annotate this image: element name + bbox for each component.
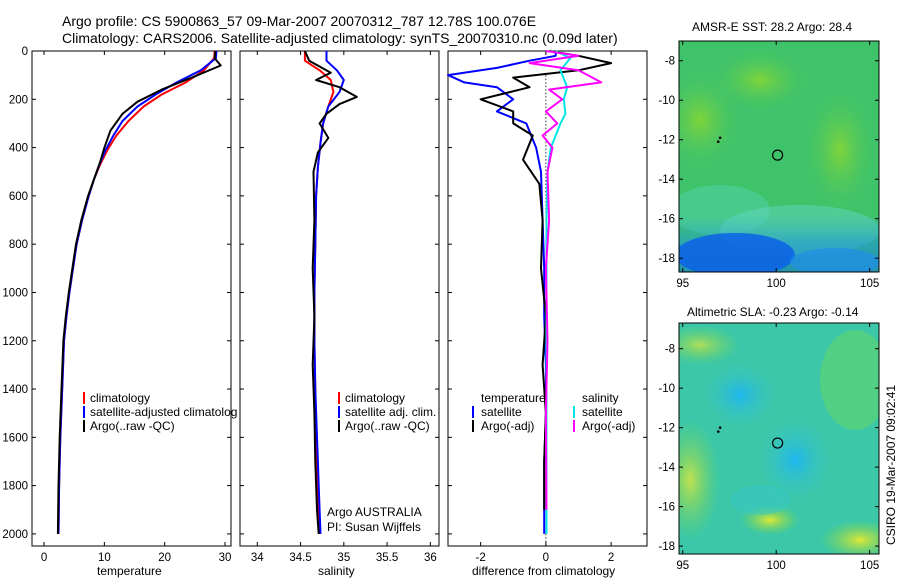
map-x-tick-label: 100 xyxy=(767,560,786,572)
sla-map-frame xyxy=(678,322,880,555)
salinity-series-line xyxy=(303,50,358,534)
x-tick-label: 0 xyxy=(41,552,47,564)
difference-series-line xyxy=(545,50,572,534)
legend-label-satellite: satellite adj. clim. xyxy=(345,405,436,419)
x-tick-label: 34 xyxy=(251,552,264,564)
y-tick-label: 400 xyxy=(9,143,28,155)
map-x-tick-label: 100 xyxy=(767,278,786,290)
sst-map-field xyxy=(679,41,879,272)
map-y-tick-label: -18 xyxy=(658,541,675,553)
difference-series-line xyxy=(528,50,603,510)
salinity-legend: climatology satellite adj. clim. Argo(..… xyxy=(338,391,436,433)
profile-location-marker xyxy=(772,149,784,161)
y-tick-label: 600 xyxy=(9,191,28,203)
map-y-tick-label: -10 xyxy=(658,383,675,395)
pi-credit: PI: Susan Wijffels xyxy=(327,520,421,534)
map-y-tick-label: -16 xyxy=(658,502,675,514)
x-tick-label: 34.5 xyxy=(289,552,311,564)
track-point xyxy=(716,430,720,433)
x-tick-label: 0 xyxy=(543,552,549,564)
temperature-series-line xyxy=(57,50,218,534)
legend-label-sal-satellite: satellite xyxy=(582,405,623,419)
y-tick-label: 1800 xyxy=(2,481,28,493)
x-tick-label: 36 xyxy=(424,552,437,564)
salinity-axis-ticks: 34 34.5 35 35.5 36 xyxy=(240,50,439,564)
temperature-series-line xyxy=(57,50,216,534)
legend-label-sal-argo: Argo(-adj) xyxy=(582,419,635,433)
legend-header-temperature: temperature xyxy=(481,391,546,405)
x-tick-label: 20 xyxy=(158,552,171,564)
y-tick-label: 200 xyxy=(9,94,28,106)
map-y-tick-label: -8 xyxy=(665,56,675,68)
difference-series xyxy=(447,50,613,534)
figure-title-line1: Argo profile: CS 5900863_57 09-Mar-2007 … xyxy=(62,13,536,29)
sla-map-overlay xyxy=(716,426,784,449)
legend-label-temp-satellite: satellite xyxy=(481,405,522,419)
difference-x-label: difference from climatology xyxy=(472,564,615,578)
x-tick-label: 10 xyxy=(98,552,111,564)
sst-map-frame xyxy=(678,40,880,273)
x-tick-label: 30 xyxy=(219,552,232,564)
map-y-tick-label: -18 xyxy=(658,253,675,265)
salinity-x-label: salinity xyxy=(318,564,355,578)
y-tick-label: 1200 xyxy=(2,336,28,348)
temperature-plot-area xyxy=(31,50,232,547)
map-x-tick-label: 105 xyxy=(860,278,879,290)
map-y-tick-label: -14 xyxy=(658,174,675,186)
temperature-axis-ticks: 0 10 20 30 0 200 400 600 800 1000 1200 1400 1600 1800… xyxy=(2,46,231,564)
temperature-x-label: temperature xyxy=(97,564,162,578)
y-tick-label: 1400 xyxy=(2,384,28,396)
map-x-tick-label: 95 xyxy=(676,560,689,572)
track-point xyxy=(718,426,722,429)
map-y-tick-label: -8 xyxy=(665,344,675,356)
track-point xyxy=(716,140,720,143)
y-tick-label: 800 xyxy=(9,239,28,251)
sst-map-axis-ticks: 95 100 105 -8 -10 -12 -14 -16 -18 xyxy=(658,41,879,290)
csiro-timestamp: CSIRO 19-Mar-2007 09:02:41 xyxy=(884,385,898,545)
salinity-plot-area xyxy=(239,50,440,547)
x-tick-label: 2 xyxy=(608,552,614,564)
difference-axis-ticks: -2 0 2 xyxy=(448,50,647,564)
sst-map-overlay xyxy=(716,136,784,161)
map-x-tick-label: 95 xyxy=(676,278,689,290)
argo-credit: Argo AUSTRALIA xyxy=(327,505,422,519)
sla-map-axis-ticks: 95 100 105 -8 -10 -12 -14 -16 -18 xyxy=(658,323,879,572)
map-y-tick-label: -16 xyxy=(658,214,675,226)
salinity-series xyxy=(303,50,358,534)
map-y-tick-label: -12 xyxy=(658,135,675,147)
salinity-series-line xyxy=(313,51,345,534)
map-y-tick-label: -12 xyxy=(658,423,675,435)
sst-map-title: AMSR-E SST: 28.2 Argo: 28.4 xyxy=(692,20,852,34)
x-tick-label: 35.5 xyxy=(376,552,398,564)
legend-label-argo: Argo(..raw -QC) xyxy=(90,419,175,433)
y-tick-label: 2000 xyxy=(2,529,28,541)
difference-legend: temperature salinity satellite Argo(-adj… xyxy=(472,391,635,433)
y-tick-label: 1600 xyxy=(2,432,28,444)
temperature-series xyxy=(56,50,222,534)
y-tick-label: 1000 xyxy=(2,287,28,299)
x-tick-label: 35 xyxy=(337,552,350,564)
legend-label-satellite: satellite-adjusted climatolog xyxy=(90,405,237,419)
x-tick-label: -2 xyxy=(476,552,486,564)
legend-header-salinity: salinity xyxy=(582,391,619,405)
legend-label-temp-argo: Argo(-adj) xyxy=(481,419,534,433)
profile-location-marker xyxy=(772,437,784,449)
figure-title-line2: Climatology: CARS2006. Satellite-adjuste… xyxy=(62,30,618,46)
map-y-tick-label: -10 xyxy=(658,95,675,107)
map-x-tick-label: 105 xyxy=(860,560,879,572)
temperature-series-line xyxy=(56,50,222,534)
sla-map-field xyxy=(679,323,879,554)
temperature-legend: climatology satellite-adjusted climatolo… xyxy=(83,391,237,433)
sla-map-title: Altimetric SLA: -0.23 Argo: -0.14 xyxy=(687,305,859,319)
track-point xyxy=(718,136,722,140)
difference-series-line xyxy=(447,51,557,534)
y-tick-label: 0 xyxy=(22,46,28,58)
map-y-tick-label: -14 xyxy=(658,462,675,474)
legend-label-argo: Argo(..raw -QC) xyxy=(345,419,430,433)
legend-label-climatology: climatology xyxy=(90,391,150,405)
legend-label-climatology: climatology xyxy=(345,391,405,405)
